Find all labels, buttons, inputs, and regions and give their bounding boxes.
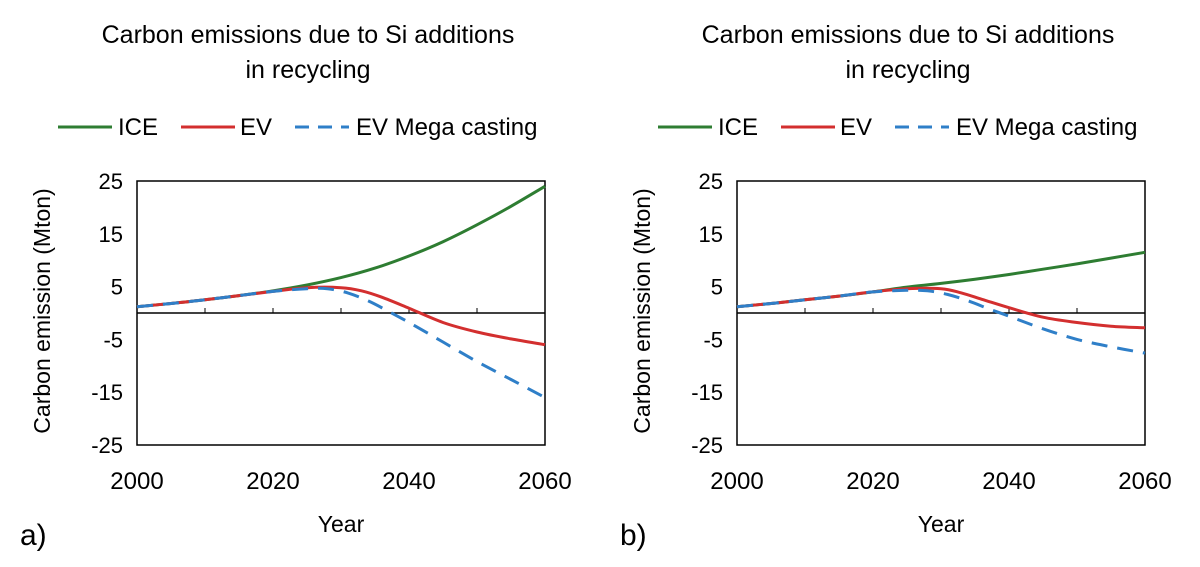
y-tick-label: 25 — [99, 169, 123, 194]
x-tick-label: 2000 — [110, 468, 163, 495]
y-tick-label: -25 — [91, 433, 123, 458]
y-tick-label: -15 — [91, 380, 123, 405]
legend-label: EV — [840, 114, 872, 141]
x-tick-label: 2020 — [846, 468, 899, 495]
legend-label: EV — [240, 114, 272, 141]
y-tick-label: -5 — [703, 327, 723, 352]
series-line-ev — [736, 286, 1146, 330]
y-tick-label: -5 — [103, 327, 123, 352]
legend-label: EV Mega casting — [356, 114, 537, 141]
series-line-ev-mega-casting — [136, 286, 546, 399]
y-tick-label: -25 — [691, 433, 723, 458]
chart-panel-2: Carbon emissions due to Si additions in r… — [620, 21, 1172, 552]
x-axis-label: Year — [318, 511, 365, 537]
series-line-ev-mega-casting — [736, 288, 1146, 355]
y-axis-label: Carbon emission (Mton) — [29, 188, 55, 433]
y-tick-label: 15 — [99, 222, 123, 247]
chart-title: Carbon emissions due to Si additions — [702, 21, 1115, 49]
x-tick-label: 2000 — [710, 468, 763, 495]
y-tick-label: -15 — [691, 380, 723, 405]
y-tick-label: 5 — [711, 275, 723, 300]
x-axis-label: Year — [918, 511, 965, 537]
x-tick-label: 2040 — [982, 468, 1035, 495]
chart-title: in recycling — [245, 56, 370, 84]
legend-label: ICE — [718, 114, 758, 141]
series-line-ice — [736, 250, 1146, 309]
x-tick-label: 2060 — [1118, 468, 1171, 495]
chart-title: Carbon emissions due to Si additions — [102, 21, 515, 49]
y-tick-label: 5 — [111, 275, 123, 300]
chart-panel-1: Carbon emissions due to Si additions in r… — [20, 21, 572, 552]
y-tick-label: 25 — [699, 169, 723, 194]
panel-label: b) — [620, 519, 647, 552]
chart-title: in recycling — [845, 56, 970, 84]
x-tick-label: 2040 — [382, 468, 435, 495]
x-tick-label: 2020 — [246, 468, 299, 495]
y-axis-label: Carbon emission (Mton) — [629, 188, 655, 433]
series-line-ev — [136, 285, 546, 347]
y-tick-label: 15 — [699, 222, 723, 247]
x-tick-label: 2060 — [518, 468, 571, 495]
legend-label: EV Mega casting — [956, 114, 1137, 141]
legend-label: ICE — [118, 114, 158, 141]
panel-label: a) — [20, 519, 47, 552]
